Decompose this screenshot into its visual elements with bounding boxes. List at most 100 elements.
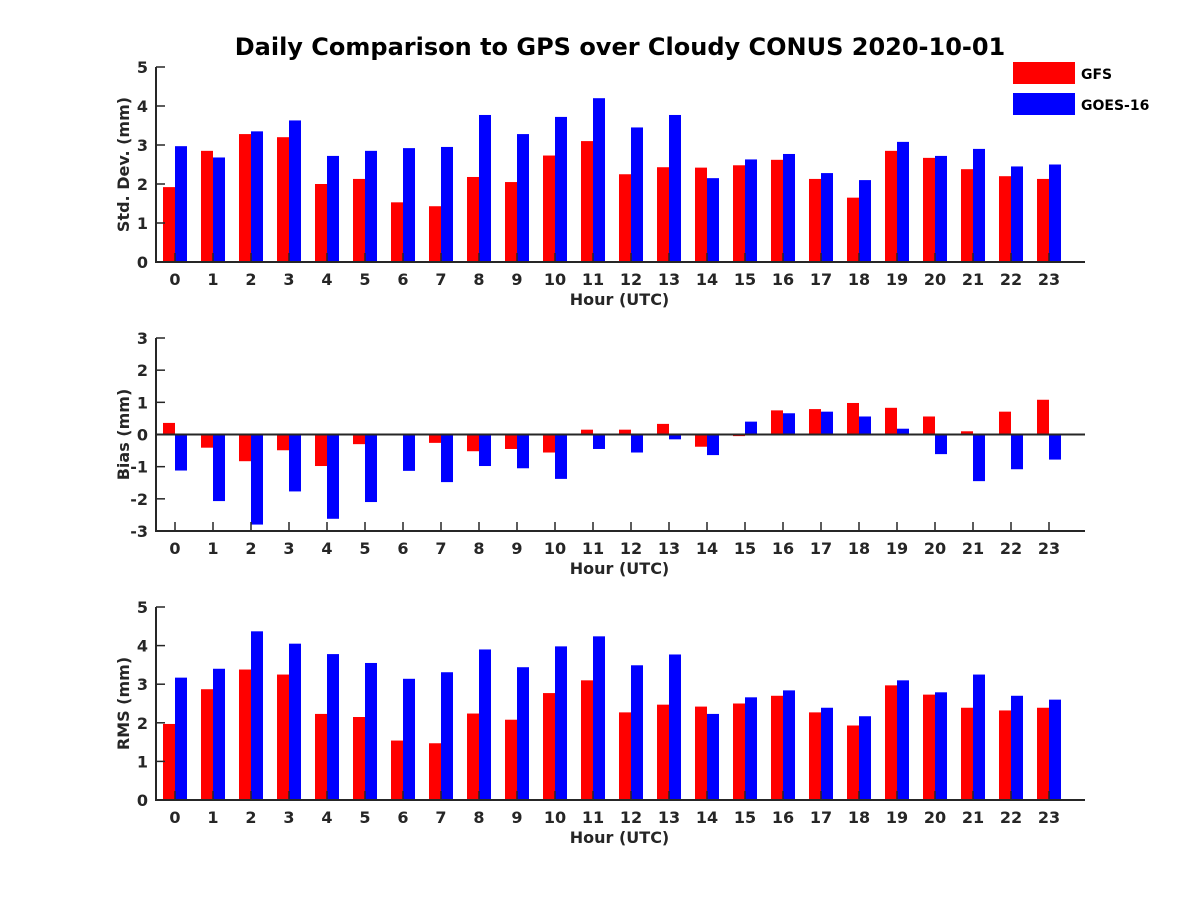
x-tick-label: 7 xyxy=(435,270,446,289)
bar-gfs-7 xyxy=(429,743,441,800)
bar-goes-16-15 xyxy=(745,697,757,800)
y-tick-label: 2 xyxy=(137,714,148,733)
bar-gfs-10 xyxy=(543,693,555,800)
bar-goes-16-18 xyxy=(859,416,871,435)
bar-gfs-23 xyxy=(1037,178,1049,262)
y-tick-label: 3 xyxy=(137,136,148,155)
x-tick-label: 9 xyxy=(511,539,522,558)
x-tick-label: 12 xyxy=(620,539,642,558)
x-axis-label: Hour (UTC) xyxy=(570,559,670,578)
x-tick-label: 4 xyxy=(321,270,332,289)
bar-gfs-11 xyxy=(581,141,593,262)
x-tick-label: 10 xyxy=(544,539,566,558)
bar-gfs-14 xyxy=(695,167,707,262)
bar-goes-16-13 xyxy=(669,434,681,440)
x-tick-label: 14 xyxy=(696,270,718,289)
bar-gfs-23 xyxy=(1037,399,1049,435)
x-tick-label: 21 xyxy=(962,270,984,289)
x-tick-label: 17 xyxy=(810,539,832,558)
bar-goes-16-22 xyxy=(1011,695,1023,800)
bar-gfs-6 xyxy=(391,202,403,262)
bar-gfs-11 xyxy=(581,429,593,435)
bar-goes-16-6 xyxy=(403,148,415,262)
bar-gfs-1 xyxy=(201,434,213,448)
bar-gfs-0 xyxy=(163,422,175,435)
x-tick-label: 18 xyxy=(848,539,870,558)
bar-goes-16-0 xyxy=(175,677,187,800)
bar-gfs-14 xyxy=(695,434,707,447)
x-tick-label: 1 xyxy=(207,539,218,558)
bar-goes-16-16 xyxy=(783,153,795,262)
bar-goes-16-1 xyxy=(213,434,225,502)
bar-goes-16-3 xyxy=(289,120,301,263)
bar-gfs-21 xyxy=(961,169,973,262)
series-gfs xyxy=(163,669,1049,800)
bar-gfs-16 xyxy=(771,159,783,262)
bar-gfs-13 xyxy=(657,423,669,435)
bar-gfs-19 xyxy=(885,407,897,435)
x-tick-label: 5 xyxy=(359,808,370,827)
y-tick-label: 1 xyxy=(137,393,148,412)
x-tick-label: 10 xyxy=(544,270,566,289)
bar-goes-16-18 xyxy=(859,180,871,262)
y-tick-label: 0 xyxy=(137,253,148,272)
bar-goes-16-19 xyxy=(897,680,909,800)
bar-goes-16-18 xyxy=(859,716,871,800)
bar-goes-16-3 xyxy=(289,643,301,800)
x-tick-label: 20 xyxy=(924,270,946,289)
x-tick-label: 16 xyxy=(772,808,794,827)
bar-goes-16-17 xyxy=(821,707,833,800)
bar-gfs-2 xyxy=(239,434,251,462)
legend: GFS GOES-16 xyxy=(1013,62,1149,115)
bar-gfs-9 xyxy=(505,719,517,800)
x-tick-label: 23 xyxy=(1038,270,1060,289)
bar-goes-16-10 xyxy=(555,116,567,262)
y-tick-label: 0 xyxy=(137,426,148,445)
bar-goes-16-3 xyxy=(289,434,301,492)
y-axis-label: Std. Dev. (mm) xyxy=(114,97,133,232)
y-tick-label: 5 xyxy=(137,58,148,77)
legend-label-gfs: GFS xyxy=(1081,67,1112,83)
bar-goes-16-10 xyxy=(555,434,567,479)
x-tick-label: 11 xyxy=(582,539,604,558)
bar-gfs-4 xyxy=(315,713,327,800)
bar-goes-16-0 xyxy=(175,434,187,471)
bar-goes-16-22 xyxy=(1011,166,1023,262)
x-tick-label: 6 xyxy=(397,270,408,289)
x-tick-label: 7 xyxy=(435,808,446,827)
x-tick-label: 0 xyxy=(169,539,180,558)
bar-goes-16-7 xyxy=(441,672,453,800)
bar-goes-16-8 xyxy=(479,434,491,467)
x-tick-label: 13 xyxy=(658,539,680,558)
bar-gfs-10 xyxy=(543,155,555,262)
bar-goes-16-4 xyxy=(327,155,339,262)
bar-gfs-10 xyxy=(543,434,555,453)
bar-goes-16-5 xyxy=(365,662,377,800)
bar-goes-16-14 xyxy=(707,178,719,262)
x-tick-label: 9 xyxy=(511,808,522,827)
series-goes-16 xyxy=(175,411,1061,525)
x-tick-label: 7 xyxy=(435,539,446,558)
bar-gfs-14 xyxy=(695,706,707,800)
bar-gfs-19 xyxy=(885,685,897,800)
x-tick-label: 6 xyxy=(397,539,408,558)
bar-gfs-8 xyxy=(467,713,479,800)
x-tick-label: 22 xyxy=(1000,808,1022,827)
bar-gfs-20 xyxy=(923,694,935,800)
y-tick-label: 4 xyxy=(137,637,148,656)
y-tick-label: -3 xyxy=(130,522,148,541)
bar-gfs-22 xyxy=(999,176,1011,262)
x-tick-label: 1 xyxy=(207,270,218,289)
bar-goes-16-13 xyxy=(669,654,681,800)
y-tick-label: 2 xyxy=(137,361,148,380)
bar-goes-16-9 xyxy=(517,667,529,800)
x-tick-label: 12 xyxy=(620,808,642,827)
x-tick-label: 8 xyxy=(473,808,484,827)
bar-goes-16-6 xyxy=(403,434,415,471)
bar-gfs-9 xyxy=(505,182,517,262)
x-tick-label: 5 xyxy=(359,270,370,289)
bar-gfs-12 xyxy=(619,174,631,262)
x-tick-label: 22 xyxy=(1000,270,1022,289)
